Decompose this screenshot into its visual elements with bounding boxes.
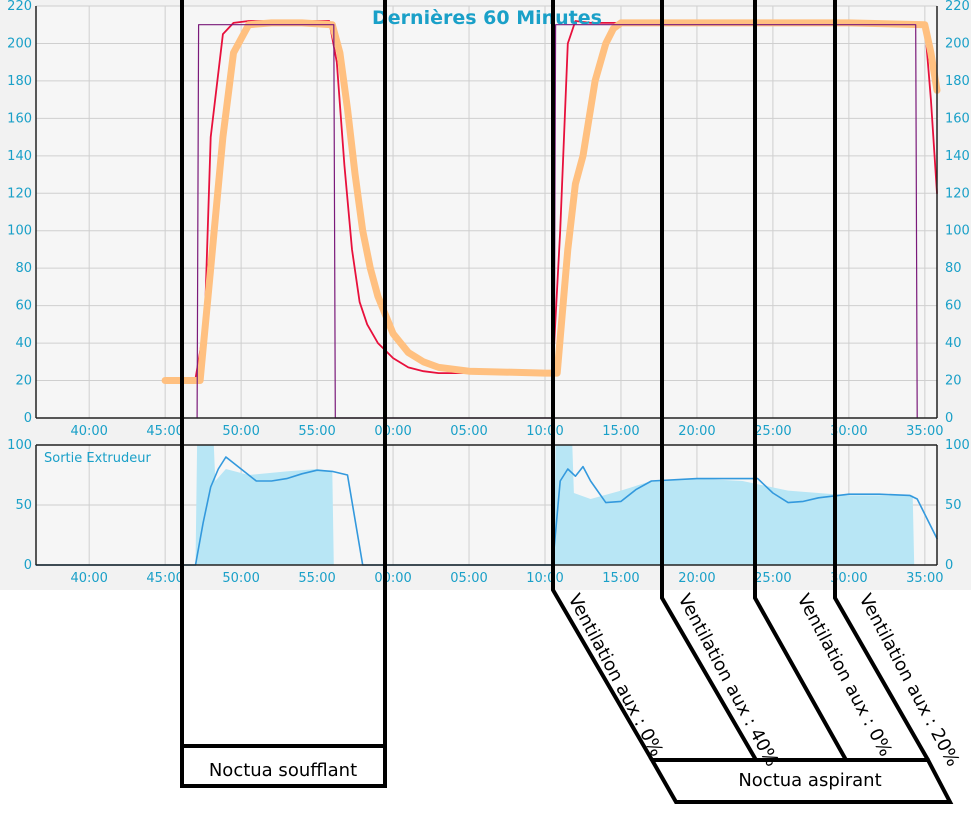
- bottom-x-tick-label-10: 30:00: [830, 571, 867, 586]
- top-x-tick-label-2: 50:00: [222, 424, 259, 439]
- top-series-1-line: [161, 19, 941, 384]
- top-plot-area: [36, 6, 937, 418]
- left-group-label-box: [180, 744, 387, 788]
- bottom-series-layer: [35, 445, 938, 566]
- top-y-tick-label-right-3: 60: [945, 299, 962, 314]
- bottom-x-tick-label-2: 50:00: [222, 571, 259, 586]
- top-x-tick-label-9: 25:00: [754, 424, 791, 439]
- top-y-tick-label-left-10: 200: [7, 36, 32, 51]
- top-y-tick-label-left-7: 140: [7, 149, 32, 164]
- top-x-tick-label-6: 10:00: [526, 424, 563, 439]
- bottom-y-tick-label-left-0: 0: [24, 558, 32, 573]
- top-x-tick-label-3: 55:00: [298, 424, 335, 439]
- bottom-x-tick-label-5: 05:00: [450, 571, 487, 586]
- bottom-chart-title: Sortie Extrudeur: [44, 451, 151, 466]
- bottom-y-tick-label-right-1: 50: [945, 498, 962, 513]
- top-y-tick-label-right-4: 80: [945, 261, 962, 276]
- bottom-x-tick-label-1: 45:00: [146, 571, 183, 586]
- annotation-left-group: Noctua soufflant: [180, 0, 387, 788]
- top-y-tick-label-right-6: 120: [945, 186, 970, 201]
- top-x-tick-label-4: 00:00: [374, 424, 411, 439]
- chart-title: Dernières 60 Minutes: [372, 7, 602, 29]
- bottom-x-tick-label-4: 00:00: [374, 571, 411, 586]
- right-group-label-box: [648, 758, 954, 804]
- top-x-tick-label-11: 35:00: [906, 424, 943, 439]
- top-y-tick-label-left-3: 60: [15, 299, 32, 314]
- bottom-y-tick-label-right-2: 100: [945, 438, 970, 453]
- top-y-tick-label-right-8: 160: [945, 111, 970, 126]
- top-y-tick-label-left-5: 100: [7, 224, 32, 239]
- ventilation-label-1: Ventilation aux : 0%: [564, 590, 667, 760]
- bottom-x-tick-label-11: 35:00: [906, 571, 943, 586]
- bottom-x-tick-label-9: 25:00: [754, 571, 791, 586]
- top-x-tick-label-1: 45:00: [146, 424, 183, 439]
- top-y-tick-label-left-4: 80: [15, 261, 32, 276]
- top-x-tick-label-8: 20:00: [678, 424, 715, 439]
- bottom-tick-labels: 40:00 45:00 50:00 55:00 00:00 05:00 10:00 15:00…: [7, 438, 970, 586]
- divider-line-1: [551, 0, 654, 762]
- top-grid: [36, 5, 937, 419]
- top-x-tick-label-7: 15:00: [602, 424, 639, 439]
- top-y-tick-label-left-2: 40: [15, 336, 32, 351]
- bottom-y-tick-label-right-0: 0: [945, 558, 953, 573]
- top-y-tick-label-right-9: 180: [945, 74, 970, 89]
- divider-line-2: [660, 0, 758, 762]
- right-group-label: Noctua aspirant: [738, 770, 881, 791]
- top-x-tick-label-5: 05:00: [450, 424, 487, 439]
- top-x-tick-label-10: 30:00: [830, 424, 867, 439]
- top-y-tick-label-right-10: 200: [945, 36, 970, 51]
- top-y-tick-label-left-11: 220: [7, 0, 32, 14]
- bottom-axes: [35, 444, 938, 566]
- top-y-tick-label-right-0: 0: [945, 411, 953, 426]
- bottom-x-tick-label-7: 15:00: [602, 571, 639, 586]
- top-y-tick-label-left-6: 120: [7, 186, 32, 201]
- bottom-x-tick-label-6: 10:00: [526, 571, 563, 586]
- top-y-tick-label-left-0: 0: [24, 411, 32, 426]
- bottom-x-tick-label-3: 55:00: [298, 571, 335, 586]
- bottom-y-tick-label-left-1: 50: [15, 498, 32, 513]
- top-y-tick-label-right-2: 40: [945, 336, 962, 351]
- bottom-x-tick-label-8: 20:00: [678, 571, 715, 586]
- bottom-y-tick-label-left-2: 100: [7, 438, 32, 453]
- top-y-tick-label-left-8: 160: [7, 111, 32, 126]
- top-y-tick-label-right-7: 140: [945, 149, 970, 164]
- left-group-label: Noctua soufflant: [209, 760, 357, 781]
- top-y-tick-label-left-1: 20: [15, 374, 32, 389]
- divider-line-3: [753, 0, 848, 761]
- divider-line-4: [833, 0, 930, 761]
- bottom-series-1-line: [35, 456, 938, 566]
- top-y-tick-label-right-1: 20: [945, 374, 962, 389]
- top-axes: [35, 6, 938, 419]
- bottom-x-tick-label-0: 40:00: [70, 571, 107, 586]
- top-y-tick-label-left-9: 180: [7, 74, 32, 89]
- bottom-series-0-area: [36, 445, 937, 565]
- top-y-tick-label-right-5: 100: [945, 224, 970, 239]
- top-y-tick-label-right-11: 220: [945, 0, 970, 14]
- top-x-tick-label-0: 40:00: [70, 424, 107, 439]
